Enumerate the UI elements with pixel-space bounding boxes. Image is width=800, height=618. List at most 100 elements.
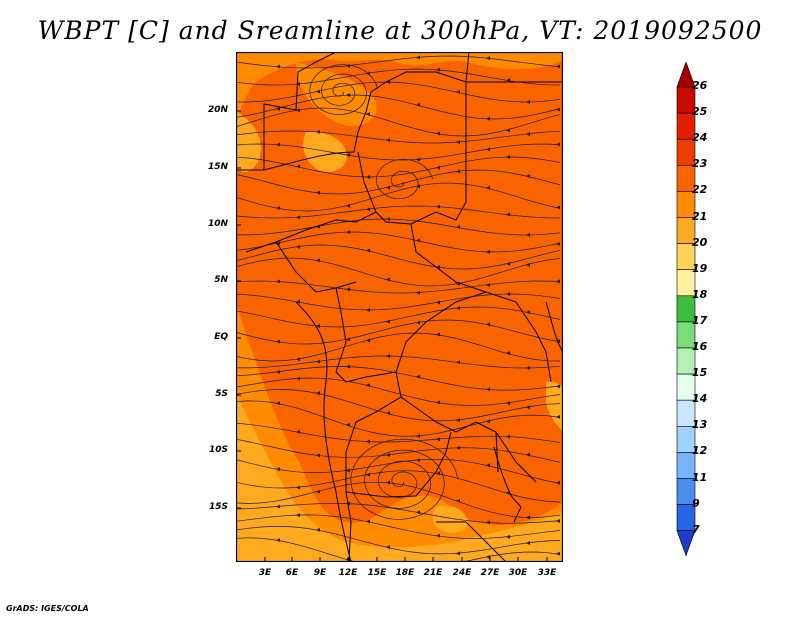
lat-label: 5S: [215, 389, 228, 399]
streamline-arrow: [556, 279, 560, 284]
streamline: [236, 526, 561, 555]
streamline-arrow: [506, 434, 510, 439]
streamline: [236, 169, 561, 195]
streamline-arrow: [386, 138, 390, 143]
streamline-arrow: [386, 354, 390, 359]
streamline-arrow: [276, 339, 280, 344]
lon-label: 33E: [537, 568, 557, 578]
streamline-arrow: [436, 264, 440, 269]
streamline-arrow: [456, 306, 460, 311]
streamline: [236, 257, 561, 287]
streamline-arrow: [456, 225, 460, 230]
streamline-arrow: [276, 241, 280, 246]
streamline-arrow: [506, 78, 510, 83]
lon-label: 3E: [258, 568, 272, 578]
streamline-arrow: [386, 277, 390, 282]
streamline-arrow: [436, 400, 440, 405]
streamline: [236, 244, 561, 270]
lon-label: 21E: [423, 568, 443, 578]
streamline-arrow: [416, 290, 420, 295]
colorbar-label: 14: [692, 392, 708, 406]
streamline-arrow: [556, 480, 560, 485]
colorbar-label: 26: [692, 79, 708, 92]
streamline-arrow: [366, 71, 370, 76]
streamline: [236, 377, 561, 406]
streamline-arrow: [346, 93, 350, 98]
streamline-arrow: [506, 534, 510, 539]
streamline-arrow: [416, 238, 420, 243]
streamline-arrow: [436, 332, 440, 337]
lat-label: 10N: [207, 219, 228, 229]
streamline-arrow: [296, 357, 300, 362]
lon-label: 18E: [395, 568, 415, 578]
colorbar-label: 19: [692, 261, 708, 275]
streamline-arrow: [346, 364, 350, 369]
streamline-arrow: [386, 319, 390, 324]
colorbar-label: 21: [692, 209, 708, 223]
streamline-arrow: [556, 107, 560, 112]
streamline-arrow: [416, 184, 420, 189]
streamline-arrow: [486, 116, 490, 121]
streamline-arrow: [316, 129, 320, 134]
streamline-arrow: [296, 215, 300, 220]
colorbar-label: 24: [692, 131, 708, 145]
lon-label: 27E: [480, 568, 500, 578]
wbpt-field-21-blob: [432, 505, 468, 533]
streamline-arrow: [386, 545, 390, 550]
streamline-arrow: [456, 498, 460, 503]
colorbar-label: 13: [692, 418, 708, 432]
colorbar-label: 9: [692, 496, 700, 510]
streamline-arrow: [506, 261, 510, 266]
lat-label: 15S: [208, 502, 228, 512]
streamline-arrow: [316, 489, 320, 494]
lon-label: 12E: [338, 568, 358, 578]
map-canvas: [236, 52, 563, 562]
streamline-arrow: [456, 418, 460, 423]
streamline-arrow: [366, 112, 370, 117]
streamline-arrow: [556, 384, 560, 389]
streamline-arrow: [556, 518, 560, 523]
colorbar-label: 23: [692, 157, 708, 171]
map-border: [236, 52, 563, 562]
streamline-arrow: [366, 472, 370, 477]
streamline-arrow: [366, 439, 370, 444]
lon-label: 15E: [367, 568, 387, 578]
lat-label: 20N: [207, 105, 228, 115]
vortex-streamline: [376, 158, 433, 200]
streamline-arrow: [276, 64, 280, 69]
colorbar: [676, 62, 696, 557]
streamline-arrow: [316, 190, 320, 195]
streamline: [236, 293, 561, 311]
streamline-arrow: [436, 204, 440, 209]
streamline: [236, 332, 561, 362]
streamline-arrow: [296, 108, 300, 113]
streamline-arrow: [276, 206, 280, 211]
streamline-arrow: [416, 102, 420, 107]
streamline-arrow: [416, 510, 420, 515]
streamline-arrow: [316, 391, 320, 396]
streamline-arrow: [366, 519, 370, 524]
streamline: [236, 205, 561, 219]
streamline-arrow: [316, 359, 320, 364]
streamline-arrow: [556, 64, 560, 69]
streamline-arrow: [526, 365, 530, 370]
streamline: [236, 81, 561, 103]
colorbar-label: 17: [692, 313, 708, 327]
streamline-arrow: [366, 338, 370, 343]
streamline-arrow: [346, 230, 350, 235]
streamline-arrow: [486, 419, 490, 424]
streamline-arrow: [436, 471, 440, 476]
streamline-arrow: [386, 480, 390, 485]
streamline-arrow: [526, 515, 530, 520]
streamline-arrow: [366, 174, 370, 179]
streamline-arrow: [346, 422, 350, 427]
streamline-arrow: [526, 174, 530, 179]
streamline-arrow: [456, 90, 460, 95]
streamline: [236, 130, 561, 144]
streamline: [236, 355, 561, 369]
colorbar-label: 7: [692, 522, 700, 536]
streamline: [236, 156, 561, 178]
streamline: [236, 470, 561, 503]
streamline-arrow: [276, 504, 280, 509]
streamline: [236, 68, 561, 86]
